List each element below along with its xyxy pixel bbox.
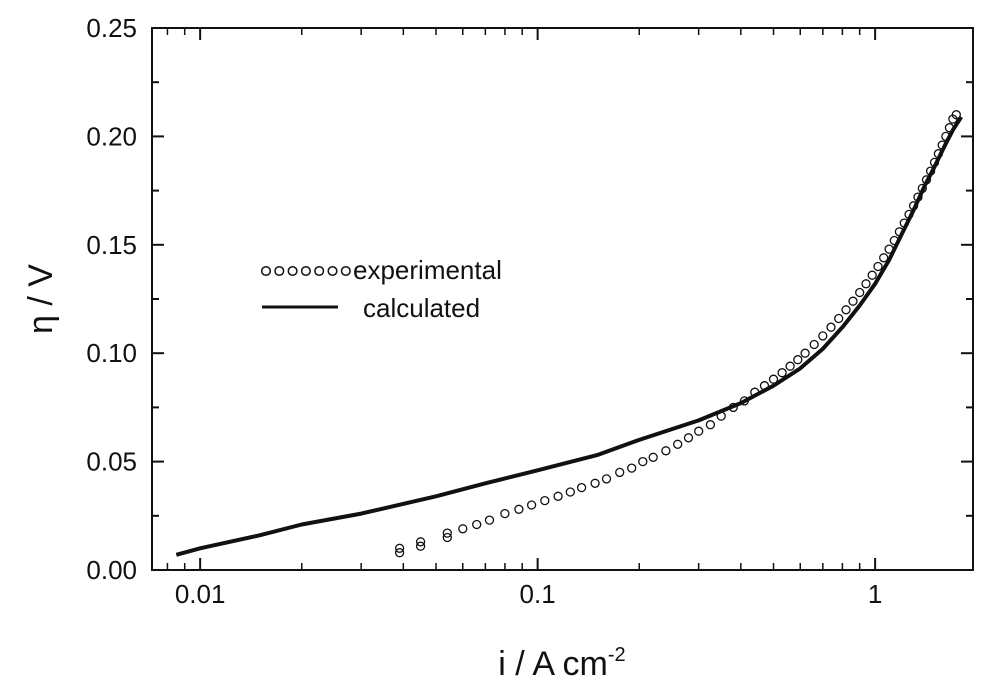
experimental-point	[442, 528, 452, 538]
experimental-point	[661, 446, 671, 456]
experimental-point	[793, 355, 803, 365]
legend-calculated-label: calculated	[363, 293, 480, 323]
experimental-point	[540, 495, 550, 506]
x-tick-label: 1	[868, 579, 882, 609]
experimental-point	[944, 123, 955, 133]
legend-experimental-marker	[327, 265, 338, 277]
x-tick-label: 0.01	[175, 579, 226, 609]
experimental-point	[861, 279, 871, 289]
experimental-point	[553, 491, 563, 501]
calculated-series	[175, 115, 963, 557]
experimental-point	[750, 387, 760, 397]
experimental-point	[615, 467, 625, 478]
experimental-point	[884, 244, 894, 254]
experimental-point	[705, 420, 716, 430]
experimental-point	[394, 543, 405, 553]
y-tick-label: 0.15	[86, 230, 137, 260]
tick-group	[152, 27, 973, 571]
experimental-point	[458, 524, 468, 534]
experimental-point	[442, 532, 452, 543]
tick-label-group: 0.00 0.05 0.10 0.15 0.20 0.25 0.01 0.1 1	[86, 13, 882, 609]
experimental-point	[694, 426, 704, 436]
experimental-point	[834, 313, 844, 324]
experimental-point	[759, 381, 770, 391]
experimental-point	[484, 515, 495, 525]
experimental-point	[809, 339, 819, 350]
experimental-point	[590, 478, 600, 488]
legend-experimental-marker	[274, 265, 285, 277]
experimental-point	[716, 411, 726, 421]
experimental-point	[565, 487, 575, 497]
experimental-point	[904, 209, 914, 220]
experimental-point	[800, 348, 810, 358]
experimental-point	[673, 439, 683, 449]
legend-experimental-label: experimental	[353, 255, 502, 285]
experimental-point	[925, 166, 936, 176]
legend: experimental calculated	[260, 255, 502, 323]
experimental-point	[873, 261, 883, 272]
experimental-point	[514, 504, 524, 514]
experimental-point	[768, 374, 779, 384]
experimental-point	[683, 433, 694, 443]
experimental-point	[908, 201, 919, 211]
experimental-point	[739, 396, 750, 406]
experimental-point	[526, 500, 537, 510]
y-tick-label: 0.00	[86, 555, 137, 585]
experimental-point	[841, 305, 851, 315]
experimental-point	[951, 110, 961, 120]
experimental-point	[648, 452, 658, 462]
experimental-point	[933, 149, 944, 159]
x-axis-title-superscript: -2	[608, 644, 626, 666]
experimental-point	[941, 131, 951, 142]
experimental-point	[415, 541, 426, 551]
experimental-point	[929, 157, 940, 168]
experimental-point	[921, 175, 932, 185]
experimental-point	[500, 508, 510, 519]
legend-experimental-marker	[340, 265, 351, 277]
experimental-point	[638, 456, 648, 467]
experimental-point	[917, 183, 927, 194]
experimental-point	[728, 402, 738, 413]
legend-experimental-marker	[314, 265, 325, 277]
experimental-point	[627, 463, 637, 473]
y-tick-label: 0.10	[86, 338, 137, 368]
legend-experimental-markers	[260, 265, 351, 277]
experimental-point	[576, 482, 587, 493]
experimental-point	[472, 519, 482, 530]
experimental-point	[848, 296, 858, 306]
experimental-point	[601, 474, 612, 484]
experimental-point	[777, 368, 787, 378]
experimental-point	[818, 331, 828, 341]
y-tick-label: 0.05	[86, 447, 137, 477]
x-tick-label: 0.1	[520, 579, 556, 609]
experimental-point	[937, 140, 947, 150]
experimental-point	[855, 287, 865, 298]
experimental-point	[867, 270, 877, 280]
experimental-point	[415, 537, 426, 547]
legend-experimental-marker	[300, 265, 311, 277]
calculated-line	[175, 115, 963, 557]
experimental-point	[894, 227, 905, 237]
y-tick-label: 0.20	[86, 121, 137, 151]
x-axis-title: i / A cm-2	[498, 644, 625, 683]
experimental-point	[879, 253, 889, 263]
legend-experimental-marker	[287, 265, 298, 277]
x-axis-title-main: i / A cm	[498, 645, 608, 683]
experimental-point	[899, 218, 909, 228]
experimental-series	[394, 110, 961, 558]
experimental-point	[889, 235, 899, 246]
legend-experimental-marker	[260, 265, 272, 277]
y-axis-title: η / V	[22, 264, 60, 334]
experimental-point	[913, 192, 923, 202]
experimental-point	[785, 361, 795, 371]
experimental-point	[394, 548, 405, 558]
experimental-point	[826, 322, 836, 332]
y-tick-label: 0.25	[86, 13, 137, 43]
